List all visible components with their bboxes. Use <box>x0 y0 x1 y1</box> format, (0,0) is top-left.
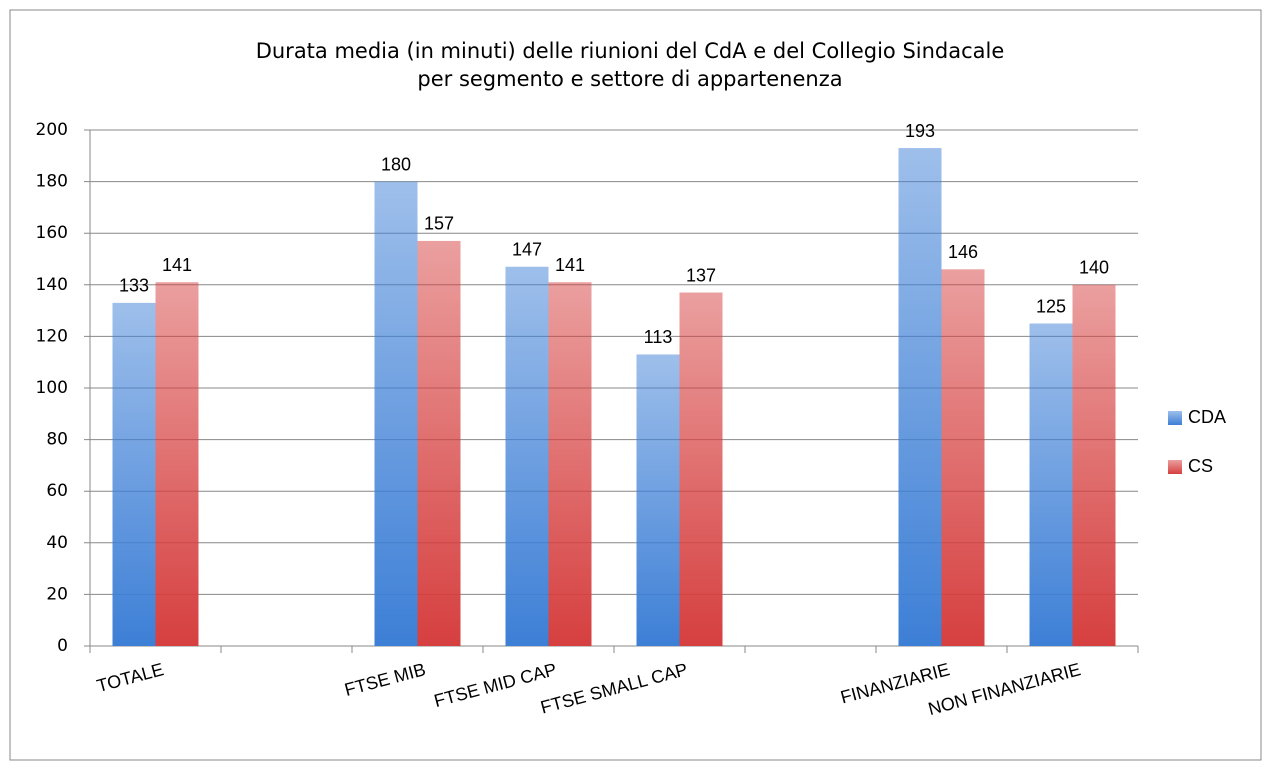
y-tick-label: 80 <box>46 430 68 450</box>
data-label: 137 <box>686 265 716 285</box>
bar <box>1029 323 1073 646</box>
legend-label: CDA <box>1188 407 1226 427</box>
bar <box>548 282 592 646</box>
data-label: 133 <box>119 276 149 296</box>
data-label: 180 <box>381 154 411 174</box>
y-tick-label: 100 <box>36 378 68 398</box>
y-tick-label: 60 <box>46 481 68 501</box>
legend-swatch <box>1168 460 1182 474</box>
bar <box>941 269 985 646</box>
y-tick-label: 180 <box>36 172 68 192</box>
chart-title: Durata media (in minuti) delle riunioni … <box>256 39 1005 63</box>
y-tick-label: 160 <box>36 223 68 243</box>
data-label: 125 <box>1036 296 1066 316</box>
y-tick-label: 200 <box>36 120 68 140</box>
data-label: 146 <box>948 242 978 262</box>
bar <box>374 181 418 646</box>
data-label: 113 <box>644 327 673 347</box>
y-tick-label: 120 <box>36 326 68 346</box>
bar <box>417 240 461 646</box>
data-label: 157 <box>424 214 454 234</box>
bar <box>155 282 199 646</box>
y-tick-label: 140 <box>36 275 68 295</box>
bar <box>505 266 549 646</box>
data-label: 141 <box>555 255 585 275</box>
bar <box>636 354 680 646</box>
bar <box>112 302 156 646</box>
chart-title: per segmento e settore di appartenenza <box>417 67 842 91</box>
legend-swatch <box>1168 411 1182 425</box>
bar <box>679 292 723 646</box>
data-label: 147 <box>512 239 542 259</box>
data-label: 141 <box>162 255 192 275</box>
y-tick-label: 20 <box>46 584 68 604</box>
data-label: 193 <box>905 121 935 141</box>
bar <box>1072 284 1116 646</box>
y-tick-label: 40 <box>46 533 68 553</box>
data-label: 140 <box>1079 258 1109 278</box>
y-tick-label: 0 <box>57 636 68 656</box>
legend-label: CS <box>1188 456 1213 476</box>
bar <box>898 148 942 646</box>
